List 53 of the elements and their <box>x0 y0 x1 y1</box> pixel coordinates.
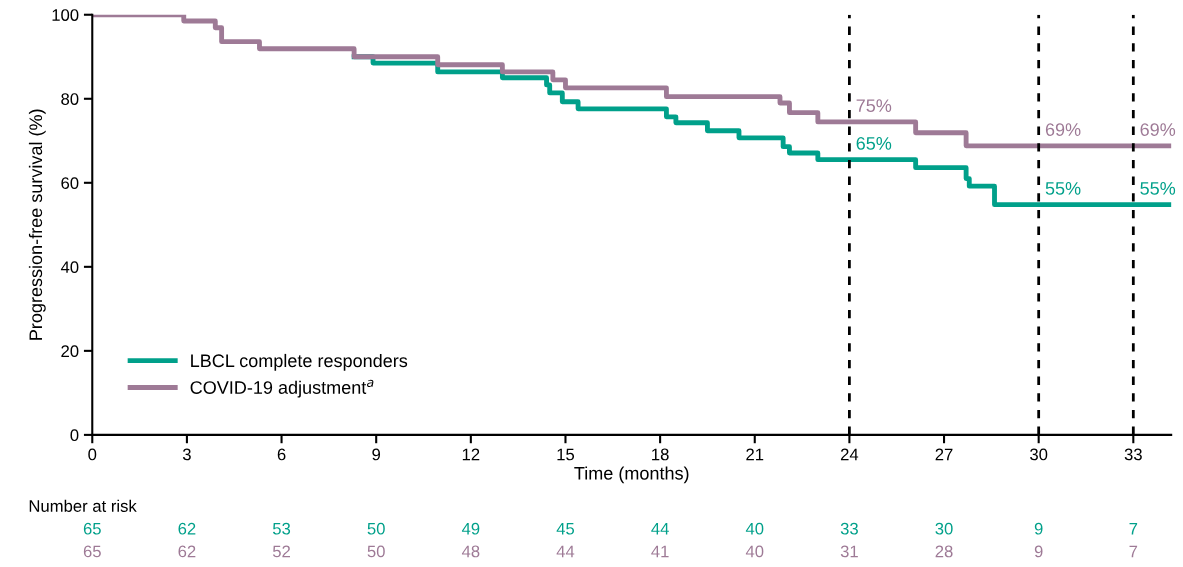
annotation: 69% <box>1140 123 1176 136</box>
text: 41 <box>651 545 669 558</box>
text: 30 <box>935 522 953 535</box>
annotation: 69% <box>1045 123 1081 136</box>
x-axis-title: Time (months) <box>574 466 689 484</box>
x-tick-label: 18 <box>652 448 669 461</box>
text: 62 <box>178 522 196 535</box>
text: 9 <box>1034 522 1043 535</box>
text: 49 <box>461 522 480 535</box>
x-tick-label: 21 <box>746 448 764 461</box>
x-tick-label: 33 <box>1124 448 1142 461</box>
y-axis-title: Progression-free survival (%) <box>28 109 46 340</box>
text: 50 <box>367 545 385 558</box>
x-tick-label: 15 <box>557 448 575 461</box>
annotation: 65% <box>856 137 892 150</box>
text: 52 <box>272 545 290 558</box>
y-tick-label: 20 <box>61 345 79 358</box>
y-tick-label: 100 <box>52 9 79 21</box>
x-tick-label: 24 <box>840 448 859 461</box>
x-tick-label: 3 <box>182 448 191 461</box>
x-tick-label: 6 <box>277 448 286 461</box>
text: 33 <box>840 522 858 535</box>
text: 7 <box>1129 545 1138 558</box>
text: 44 <box>651 522 669 535</box>
text: 48 <box>461 545 480 558</box>
x-tick-label: 27 <box>935 448 953 461</box>
y-tick-label: 40 <box>60 261 79 274</box>
text: 7 <box>1129 522 1138 535</box>
x-tick-label: 9 <box>372 448 381 461</box>
text: 31 <box>840 545 858 558</box>
text: 53 <box>272 522 291 535</box>
y-tick-label: 60 <box>61 177 79 189</box>
text: 28 <box>935 545 953 558</box>
y-tick-label: 0 <box>70 429 79 442</box>
legend-label: COVID-19 adjustment$^{a}$ <box>190 379 374 398</box>
annotation: 75% <box>856 99 892 113</box>
text: 65 <box>83 545 101 558</box>
x-tick-label: 12 <box>462 448 480 461</box>
text: 40 <box>745 522 764 535</box>
legend-label: LBCL complete responders <box>191 353 408 371</box>
text: 44 <box>556 545 575 558</box>
text: 45 <box>556 522 575 535</box>
annotation: 55% <box>1140 182 1176 195</box>
text: 65 <box>83 522 101 535</box>
text: Number at risk <box>29 499 137 512</box>
text: 62 <box>178 545 196 558</box>
text: 50 <box>367 522 385 535</box>
annotation: 55% <box>1045 182 1081 195</box>
text: 40 <box>745 545 764 558</box>
y-tick-label: 80 <box>61 93 79 105</box>
x-tick-label: 0 <box>88 448 97 461</box>
text: 9 <box>1034 545 1043 558</box>
x-tick-label: 30 <box>1030 448 1048 461</box>
